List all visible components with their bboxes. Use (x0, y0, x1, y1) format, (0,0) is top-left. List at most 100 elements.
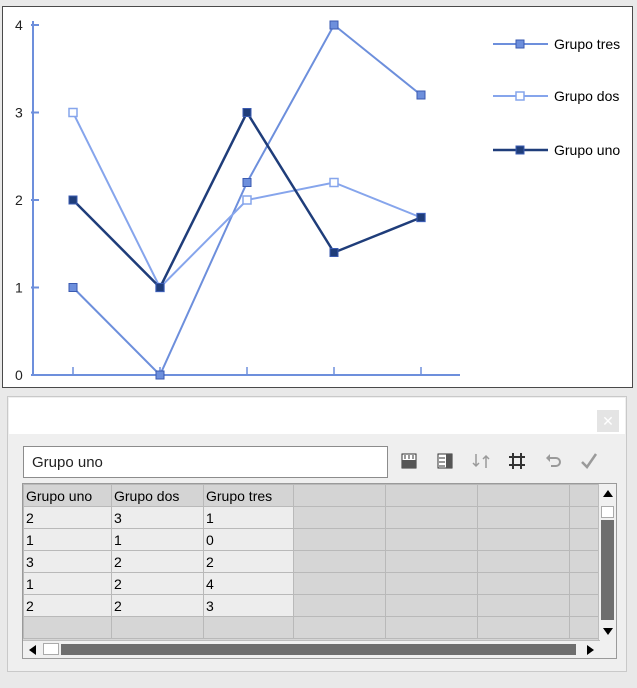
table-cell[interactable] (477, 528, 570, 551)
vertical-scrollbar[interactable] (598, 484, 616, 641)
line-chart: 0 1 2 3 4 Grupo tres Grupo dos Grupo uno (15, 17, 620, 383)
table-cell[interactable] (385, 572, 478, 595)
close-button[interactable]: ✕ (597, 410, 619, 432)
table-cell[interactable] (111, 616, 204, 639)
table-cell[interactable]: 2 (23, 594, 112, 617)
data-point-marker (416, 213, 426, 222)
table-cell[interactable] (477, 616, 570, 639)
column-header[interactable] (293, 484, 386, 507)
table-cell[interactable] (385, 506, 478, 529)
table-row: 1 2 4 (23, 572, 601, 595)
data-table-grid[interactable]: Grupo uno Grupo dos Grupo tres 2 3 1 (22, 483, 617, 659)
column-header[interactable] (477, 484, 570, 507)
insert-column-button[interactable] (432, 448, 458, 474)
panel-header: ✕ (9, 398, 625, 434)
table-cell[interactable]: 3 (203, 594, 294, 617)
table-row: 1 1 0 (23, 528, 601, 551)
insert-row-button[interactable] (396, 448, 422, 474)
column-header[interactable]: Grupo uno (23, 484, 112, 507)
column-header[interactable]: Grupo dos (111, 484, 204, 507)
table-cell[interactable] (203, 616, 294, 639)
table-cell[interactable] (385, 528, 478, 551)
table-cell[interactable] (569, 572, 601, 595)
data-point-marker (68, 107, 78, 118)
table-cell[interactable] (385, 616, 478, 639)
table-cell[interactable] (569, 528, 601, 551)
column-header[interactable]: Grupo tres (203, 484, 294, 507)
data-point-marker (68, 283, 78, 292)
table-cell[interactable] (385, 550, 478, 573)
data-table: Grupo uno Grupo dos Grupo tres 2 3 1 (23, 484, 601, 639)
horizontal-scroll-thumb[interactable] (61, 644, 576, 655)
undo-icon (546, 454, 561, 467)
legend-label: Grupo uno (554, 142, 620, 158)
apply-button[interactable] (576, 448, 602, 474)
data-point-marker (416, 90, 426, 100)
delete-row-button[interactable] (504, 448, 530, 474)
table-cell[interactable] (569, 506, 601, 529)
delete-row-icon (509, 453, 525, 469)
table-cell[interactable] (385, 594, 478, 617)
table-cell[interactable]: 3 (23, 550, 112, 573)
scroll-track (601, 506, 614, 518)
legend-label: Grupo dos (554, 88, 619, 104)
swap-data-button[interactable] (468, 448, 494, 474)
scroll-right-icon[interactable] (587, 645, 594, 655)
series-name-input[interactable] (23, 446, 388, 478)
table-cell[interactable]: 0 (203, 528, 294, 551)
legend-label: Grupo tres (554, 36, 620, 52)
data-point-marker (242, 178, 252, 187)
table-cell[interactable] (23, 616, 112, 639)
scroll-down-icon[interactable] (603, 628, 613, 635)
vertical-scroll-thumb[interactable] (601, 520, 614, 620)
table-row: 2 3 1 (23, 506, 601, 529)
insert-column-icon (437, 453, 453, 469)
table-cell[interactable]: 1 (23, 572, 112, 595)
legend-marker (515, 39, 525, 49)
legend-marker (515, 91, 525, 101)
data-point-marker (242, 108, 252, 117)
table-cell[interactable] (293, 506, 386, 529)
scroll-left-icon[interactable] (29, 645, 36, 655)
table-cell[interactable] (569, 616, 601, 639)
column-header[interactable] (569, 484, 601, 507)
y-tick-label: 0 (15, 367, 23, 383)
table-cell[interactable] (293, 594, 386, 617)
apply-check-icon (581, 453, 598, 469)
scroll-up-icon[interactable] (603, 490, 613, 497)
table-cell[interactable] (569, 550, 601, 573)
column-header[interactable] (385, 484, 478, 507)
scroll-track (43, 643, 59, 655)
table-cell[interactable]: 1 (111, 528, 204, 551)
scrollbar-corner (599, 641, 616, 658)
table-cell[interactable]: 2 (111, 550, 204, 573)
data-point-marker (329, 248, 339, 257)
table-cell[interactable]: 2 (111, 572, 204, 595)
table-cell[interactable] (477, 572, 570, 595)
table-cell[interactable]: 2 (203, 550, 294, 573)
y-tick-label: 4 (15, 17, 23, 33)
data-point-marker (242, 195, 252, 205)
table-cell[interactable]: 2 (111, 594, 204, 617)
data-point-marker (155, 370, 165, 380)
y-tick-label: 2 (15, 192, 23, 208)
table-row: 3 2 2 (23, 550, 601, 573)
table-cell[interactable] (477, 506, 570, 529)
table-cell[interactable]: 1 (203, 506, 294, 529)
undo-button[interactable] (540, 448, 566, 474)
table-cell[interactable] (293, 528, 386, 551)
chart-area: 0 1 2 3 4 Grupo tres Grupo dos Grupo uno (2, 6, 633, 388)
table-cell[interactable] (293, 572, 386, 595)
table-cell[interactable]: 2 (23, 506, 112, 529)
horizontal-scrollbar[interactable] (23, 640, 600, 658)
table-cell[interactable] (569, 594, 601, 617)
close-icon: ✕ (602, 413, 614, 429)
table-cell[interactable]: 3 (111, 506, 204, 529)
table-cell[interactable] (477, 594, 570, 617)
table-cell[interactable] (293, 550, 386, 573)
data-editor-panel: ✕ (7, 396, 627, 672)
table-cell[interactable] (293, 616, 386, 639)
table-cell[interactable]: 4 (203, 572, 294, 595)
table-cell[interactable] (477, 550, 570, 573)
table-cell[interactable]: 1 (23, 528, 112, 551)
